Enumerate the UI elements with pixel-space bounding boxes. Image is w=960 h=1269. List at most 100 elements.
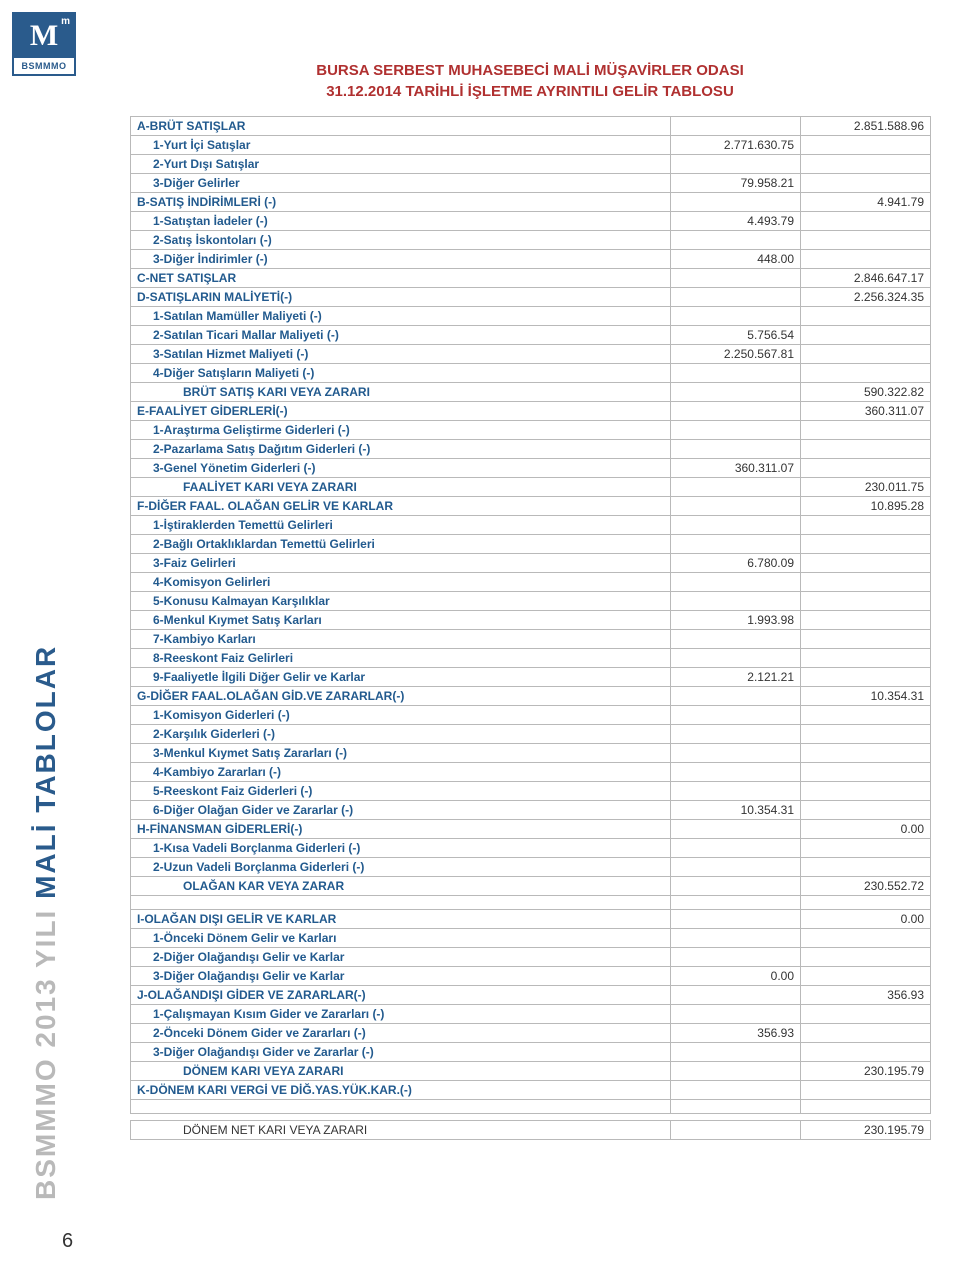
row-value-1: [671, 630, 801, 649]
row-value-2: 356.93: [801, 986, 931, 1005]
row-value-2: [801, 231, 931, 250]
table-row: 1-Satıştan İadeler (-)4.493.79: [131, 212, 931, 231]
row-value-2: [801, 1005, 931, 1024]
title-line-2: 31.12.2014 TARİHLİ İŞLETME AYRINTILI GEL…: [130, 81, 930, 102]
row-label: 2-Yurt Dışı Satışlar: [131, 155, 671, 174]
row-label: 1-Yurt İçi Satışlar: [131, 136, 671, 155]
row-value-2: 10.354.31: [801, 687, 931, 706]
row-label: 3-Menkul Kıymet Satış Zararları (-): [131, 744, 671, 763]
row-value-1: [671, 440, 801, 459]
table-row: 2-Satılan Ticari Mallar Maliyeti (-)5.75…: [131, 326, 931, 345]
row-value-1: 4.493.79: [671, 212, 801, 231]
row-value-1: [671, 117, 801, 136]
row-value-2: [801, 967, 931, 986]
row-value-1: [671, 877, 801, 896]
row-value-2: [801, 706, 931, 725]
row-label: 1-Kısa Vadeli Borçlanma Giderleri (-): [131, 839, 671, 858]
row-value-1: [671, 364, 801, 383]
footer-value: 230.195.79: [801, 1121, 931, 1140]
table-row: J-OLAĞANDIŞI GİDER VE ZARARLAR(-)356.93: [131, 986, 931, 1005]
table-row: 1-Çalışmayan Kısım Gider ve Zararları (-…: [131, 1005, 931, 1024]
row-value-1: [671, 307, 801, 326]
row-value-1: [671, 649, 801, 668]
row-value-2: [801, 668, 931, 687]
row-value-2: 4.941.79: [801, 193, 931, 212]
row-value-2: [801, 948, 931, 967]
row-label: 1-Satıştan İadeler (-): [131, 212, 671, 231]
row-label: D-SATIŞLARIN MALİYETİ(-): [131, 288, 671, 307]
title-line-1: BURSA SERBEST MUHASEBECİ MALİ MÜŞAVİRLER…: [130, 60, 930, 81]
row-label: F-DİĞER FAAL. OLAĞAN GELİR VE KARLAR: [131, 497, 671, 516]
row-value-2: [801, 307, 931, 326]
row-value-1: [671, 820, 801, 839]
row-label: 3-Diğer Olağandışı Gelir ve Karlar: [131, 967, 671, 986]
row-value-1: [671, 402, 801, 421]
row-value-2: 230.195.79: [801, 1062, 931, 1081]
table-row: 3-Menkul Kıymet Satış Zararları (-): [131, 744, 931, 763]
table-row: 7-Kambiyo Karları: [131, 630, 931, 649]
table-row: 6-Menkul Kıymet Satış Karları1.993.98: [131, 611, 931, 630]
row-value-1: [671, 269, 801, 288]
row-value-1: [671, 592, 801, 611]
row-value-2: [801, 1043, 931, 1062]
row-label: BRÜT SATIŞ KARI VEYA ZARARI: [131, 383, 671, 402]
main-content: BURSA SERBEST MUHASEBECİ MALİ MÜŞAVİRLER…: [130, 60, 930, 1140]
table-row: 4-Komisyon Gelirleri: [131, 573, 931, 592]
row-value-2: [801, 744, 931, 763]
row-value-2: 2.256.324.35: [801, 288, 931, 307]
row-value-1: [671, 535, 801, 554]
row-label: 7-Kambiyo Karları: [131, 630, 671, 649]
table-row: 2-Uzun Vadeli Borçlanma Giderleri (-): [131, 858, 931, 877]
row-label: 3-Satılan Hizmet Maliyeti (-): [131, 345, 671, 364]
table-row: 6-Diğer Olağan Gider ve Zararlar (-)10.3…: [131, 801, 931, 820]
table-row: 1-Yurt İçi Satışlar2.771.630.75: [131, 136, 931, 155]
row-label: 5-Reeskont Faiz Giderleri (-): [131, 782, 671, 801]
table-row: 5-Konusu Kalmayan Karşılıklar: [131, 592, 931, 611]
row-label: 4-Kambiyo Zararları (-): [131, 763, 671, 782]
footer-label: DÖNEM NET KARI VEYA ZARARI: [131, 1121, 671, 1140]
table-row: 1-İştiraklerden Temettü Gelirleri: [131, 516, 931, 535]
row-value-1: [671, 1043, 801, 1062]
row-value-1: 0.00: [671, 967, 801, 986]
row-value-1: 2.771.630.75: [671, 136, 801, 155]
table-row: A-BRÜT SATIŞLAR2.851.588.96: [131, 117, 931, 136]
row-value-1: 360.311.07: [671, 459, 801, 478]
row-value-2: [801, 174, 931, 193]
row-label: 3-Genel Yönetim Giderleri (-): [131, 459, 671, 478]
row-value-2: 10.895.28: [801, 497, 931, 516]
row-value-2: [801, 516, 931, 535]
row-label: E-FAALİYET GİDERLERİ(-): [131, 402, 671, 421]
row-value-1: [671, 782, 801, 801]
row-value-1: [671, 763, 801, 782]
row-value-2: [801, 136, 931, 155]
table-row: 3-Diğer Gelirler79.958.21: [131, 174, 931, 193]
table-row: I-OLAĞAN DIŞI GELİR VE KARLAR0.00: [131, 910, 931, 929]
row-label: C-NET SATIŞLAR: [131, 269, 671, 288]
row-value-1: [671, 948, 801, 967]
row-label: 3-Diğer Gelirler: [131, 174, 671, 193]
row-label: DÖNEM KARI VEYA ZARARI: [131, 1062, 671, 1081]
row-label: 4-Komisyon Gelirleri: [131, 573, 671, 592]
row-value-2: [801, 345, 931, 364]
row-value-1: 5.756.54: [671, 326, 801, 345]
row-value-2: [801, 649, 931, 668]
row-label: 2-Satılan Ticari Mallar Maliyeti (-): [131, 326, 671, 345]
row-label: K-DÖNEM KARI VERGİ VE DİĞ.YAS.YÜK.KAR.(-…: [131, 1081, 671, 1100]
table-row: 1-Satılan Mamüller Maliyeti (-): [131, 307, 931, 326]
sidebar-blue-text: MALİ TABLOLAR: [30, 645, 61, 899]
row-label: I-OLAĞAN DIŞI GELİR VE KARLAR: [131, 910, 671, 929]
table-row: 2-Karşılık Giderleri (-): [131, 725, 931, 744]
row-label: 1-Araştırma Geliştirme Giderleri (-): [131, 421, 671, 440]
row-label: 2-Karşılık Giderleri (-): [131, 725, 671, 744]
document-title: BURSA SERBEST MUHASEBECİ MALİ MÜŞAVİRLER…: [130, 60, 930, 102]
table-row: 1-Kısa Vadeli Borçlanma Giderleri (-): [131, 839, 931, 858]
row-label: 3-Diğer İndirimler (-): [131, 250, 671, 269]
row-value-2: [801, 763, 931, 782]
row-value-1: [671, 929, 801, 948]
table-row: [131, 1100, 931, 1114]
row-label: G-DİĞER FAAL.OLAĞAN GİD.VE ZARARLAR(-): [131, 687, 671, 706]
table-row: 2-Önceki Dönem Gider ve Zararları (-)356…: [131, 1024, 931, 1043]
row-label: 2-Bağlı Ortaklıklardan Temettü Gelirleri: [131, 535, 671, 554]
row-value-2: 590.322.82: [801, 383, 931, 402]
table-row: 8-Reeskont Faiz Gelirleri: [131, 649, 931, 668]
